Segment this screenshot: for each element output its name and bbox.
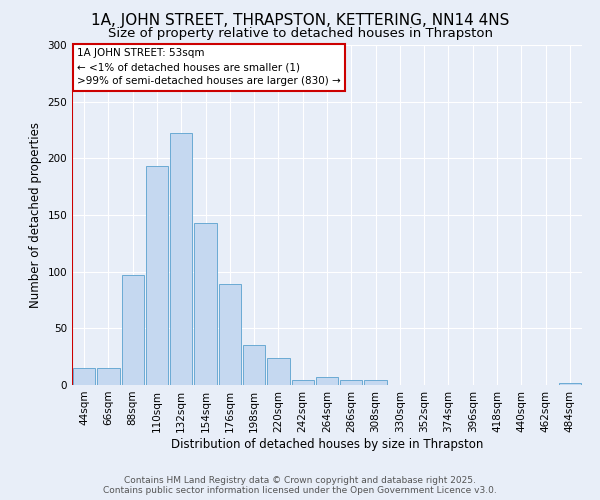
Bar	[194, 223, 217, 385]
X-axis label: Distribution of detached houses by size in Thrapston: Distribution of detached houses by size …	[171, 438, 483, 450]
Bar	[559, 382, 581, 385]
Y-axis label: Number of detached properties: Number of detached properties	[29, 122, 42, 308]
Bar	[97, 368, 119, 385]
Bar	[267, 358, 290, 385]
Bar	[340, 380, 362, 385]
Bar	[146, 166, 168, 385]
Bar	[292, 380, 314, 385]
Text: Contains HM Land Registry data © Crown copyright and database right 2025.
Contai: Contains HM Land Registry data © Crown c…	[103, 476, 497, 495]
Bar	[122, 275, 144, 385]
Text: 1A JOHN STREET: 53sqm
← <1% of detached houses are smaller (1)
>99% of semi-deta: 1A JOHN STREET: 53sqm ← <1% of detached …	[77, 48, 341, 86]
Bar	[364, 380, 387, 385]
Bar	[243, 346, 265, 385]
Bar	[218, 284, 241, 385]
Bar	[73, 368, 95, 385]
Text: Size of property relative to detached houses in Thrapston: Size of property relative to detached ho…	[107, 28, 493, 40]
Bar	[316, 377, 338, 385]
Text: 1A, JOHN STREET, THRAPSTON, KETTERING, NN14 4NS: 1A, JOHN STREET, THRAPSTON, KETTERING, N…	[91, 12, 509, 28]
Bar	[170, 134, 193, 385]
